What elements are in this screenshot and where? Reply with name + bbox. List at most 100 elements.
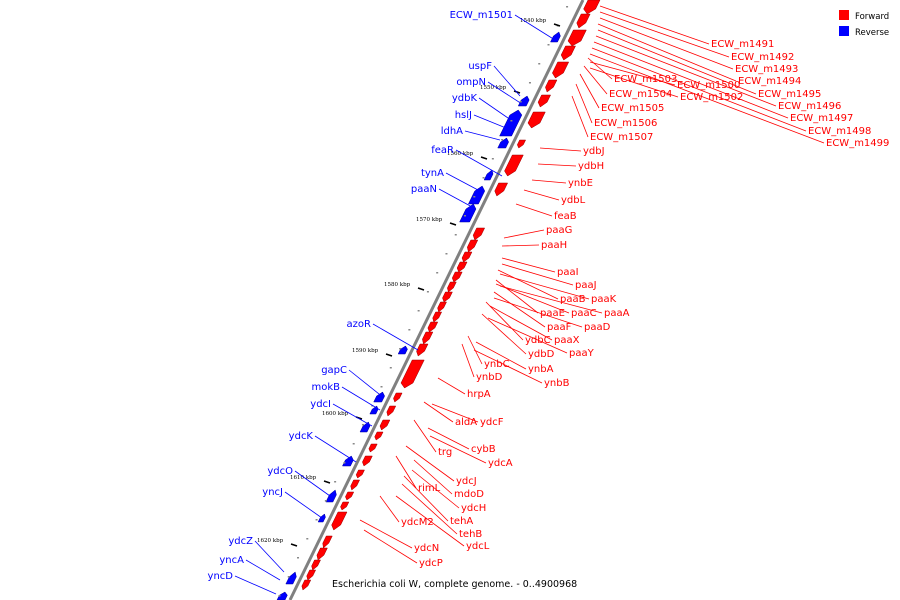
forward-gene-block[interactable] [545, 79, 558, 93]
reverse-gene-label-fear[interactable]: feaR [431, 145, 454, 156]
forward-gene-block[interactable] [451, 271, 463, 283]
reverse-gene-block[interactable] [359, 421, 371, 433]
forward-gene-label-ydbl[interactable]: ydbL [561, 195, 586, 206]
forward-gene-label-paac[interactable]: paaC [571, 308, 597, 319]
reverse-gene-block[interactable] [467, 185, 486, 205]
forward-gene-block[interactable] [306, 569, 317, 581]
forward-gene-label-ecw-m1503[interactable]: ECW_m1503 [614, 74, 677, 85]
reverse-gene-block[interactable] [285, 571, 297, 585]
forward-gene-label-ynbd[interactable]: ynbD [476, 372, 503, 383]
reverse-gene-label-mokb[interactable]: mokB [311, 382, 340, 393]
forward-gene-block[interactable] [393, 392, 403, 403]
forward-gene-label-mdod[interactable]: mdoD [454, 489, 484, 500]
forward-gene-label-paaa[interactable]: paaA [604, 308, 630, 319]
forward-gene-block[interactable] [560, 45, 576, 61]
forward-gene-block[interactable] [442, 291, 453, 303]
reverse-gene-block[interactable] [373, 391, 385, 403]
reverse-gene-label-ompn[interactable]: ompN [456, 77, 486, 88]
forward-gene-block[interactable] [422, 331, 434, 345]
forward-gene-label-paai[interactable]: paaI [557, 267, 579, 278]
forward-gene-block[interactable] [316, 547, 328, 561]
forward-gene-label-paah[interactable]: paaH [541, 240, 567, 251]
forward-gene-block[interactable] [427, 321, 439, 333]
reverse-gene-block[interactable] [459, 203, 477, 223]
reverse-gene-block[interactable] [397, 345, 408, 355]
forward-gene-block[interactable] [301, 579, 312, 591]
forward-gene-label-ecw-m1500[interactable]: ECW_m1500 [677, 80, 740, 91]
forward-gene-label-ecw-m1492[interactable]: ECW_m1492 [731, 52, 794, 63]
forward-gene-label-ecw-m1504[interactable]: ECW_m1504 [609, 89, 672, 100]
forward-gene-label-ecw-m1491[interactable]: ECW_m1491 [711, 39, 774, 50]
reverse-gene-label-tyna[interactable]: tynA [421, 168, 444, 179]
forward-gene-block[interactable] [447, 281, 457, 293]
forward-gene-label-cybb[interactable]: cybB [471, 444, 496, 455]
forward-gene-label-ydcm2[interactable]: ydcM2 [401, 517, 434, 528]
reverse-gene-label-azor[interactable]: azoR [347, 319, 371, 330]
forward-gene-block[interactable] [437, 301, 447, 313]
reverse-gene-label-ydcz[interactable]: ydcZ [228, 536, 253, 547]
forward-gene-label-tehb[interactable]: tehB [459, 529, 482, 540]
forward-gene-label-paak[interactable]: paaK [591, 294, 617, 305]
reverse-gene-block[interactable] [499, 109, 523, 137]
forward-gene-block[interactable] [537, 94, 552, 108]
forward-gene-block[interactable] [379, 419, 391, 431]
forward-gene-block[interactable] [467, 239, 479, 253]
forward-gene-block[interactable] [461, 251, 473, 263]
forward-gene-label-ecw-m1498[interactable]: ECW_m1498 [808, 126, 871, 137]
forward-gene-label-ydcj[interactable]: ydcJ [456, 476, 477, 487]
forward-gene-label-paae[interactable]: paaE [540, 308, 565, 319]
forward-gene-block[interactable] [374, 431, 384, 441]
reverse-gene-label-ydbk[interactable]: ydbK [452, 93, 478, 104]
forward-gene-label-ynbb[interactable]: ynbB [544, 378, 570, 389]
forward-gene-label-ydcl[interactable]: ydcL [466, 541, 490, 552]
reverse-gene-label-ydco[interactable]: ydcO [267, 466, 293, 477]
forward-gene-label-paay[interactable]: paaY [569, 348, 595, 359]
forward-gene-block[interactable] [368, 443, 378, 453]
forward-gene-label-alda[interactable]: aldA [455, 417, 477, 428]
reverse-gene-label-paan[interactable]: paaN [411, 184, 437, 195]
forward-gene-label-ecw-m1502[interactable]: ECW_m1502 [680, 92, 743, 103]
forward-gene-label-ynbe[interactable]: ynbE [568, 178, 593, 189]
forward-gene-label-paaf[interactable]: paaF [547, 322, 572, 333]
forward-gene-label-paaj[interactable]: paaJ [575, 280, 597, 291]
reverse-gene-label-ldha[interactable]: ldhA [441, 126, 463, 137]
forward-gene-label-ynba[interactable]: ynbA [528, 364, 554, 375]
forward-gene-block[interactable] [331, 511, 348, 531]
forward-gene-label-riml[interactable]: rimL [418, 483, 441, 494]
forward-gene-block[interactable] [345, 491, 355, 501]
forward-gene-block[interactable] [322, 535, 333, 549]
forward-gene-block[interactable] [362, 455, 373, 467]
forward-gene-label-ydcf[interactable]: ydcF [480, 417, 504, 428]
reverse-gene-block[interactable] [342, 455, 354, 467]
forward-gene-label-ecw-m1497[interactable]: ECW_m1497 [790, 113, 853, 124]
reverse-gene-block[interactable] [483, 169, 494, 181]
reverse-gene-block[interactable] [325, 489, 337, 503]
forward-gene-label-ecw-m1495[interactable]: ECW_m1495 [758, 89, 821, 100]
forward-gene-block[interactable] [432, 311, 443, 323]
forward-gene-block[interactable] [472, 227, 486, 241]
forward-gene-label-teha[interactable]: tehA [450, 516, 473, 527]
reverse-gene-block[interactable] [369, 405, 379, 415]
forward-gene-block[interactable] [504, 154, 524, 177]
forward-gene-label-ydcp[interactable]: ydcP [419, 558, 443, 569]
forward-gene-label-ecw-m1505[interactable]: ECW_m1505 [601, 103, 664, 114]
forward-gene-label-ydbh[interactable]: ydbH [578, 161, 604, 172]
forward-gene-label-ecw-m1499[interactable]: ECW_m1499 [826, 138, 889, 149]
forward-gene-label-feab[interactable]: feaB [554, 211, 577, 222]
forward-gene-label-paab[interactable]: paaB [560, 294, 586, 305]
reverse-gene-label-yncj[interactable]: yncJ [262, 487, 283, 498]
reverse-gene-label-yncd[interactable]: yncD [208, 571, 234, 582]
forward-gene-block[interactable] [552, 61, 570, 79]
reverse-gene-label-ydci[interactable]: ydcI [310, 399, 331, 410]
forward-gene-block[interactable] [494, 182, 509, 197]
forward-gene-block[interactable] [583, 0, 601, 15]
forward-gene-label-ydch[interactable]: ydcH [461, 503, 486, 514]
reverse-gene-label-ecw-m1501[interactable]: ECW_m1501 [450, 10, 513, 21]
reverse-gene-block[interactable] [276, 591, 288, 600]
forward-gene-label-ydbd[interactable]: ydbD [528, 349, 555, 360]
forward-gene-block[interactable] [456, 261, 468, 273]
forward-gene-label-ecw-m1494[interactable]: ECW_m1494 [738, 76, 801, 87]
forward-gene-block[interactable] [416, 343, 429, 357]
forward-gene-block[interactable] [517, 139, 527, 149]
reverse-gene-label-uspf[interactable]: uspF [468, 61, 492, 72]
